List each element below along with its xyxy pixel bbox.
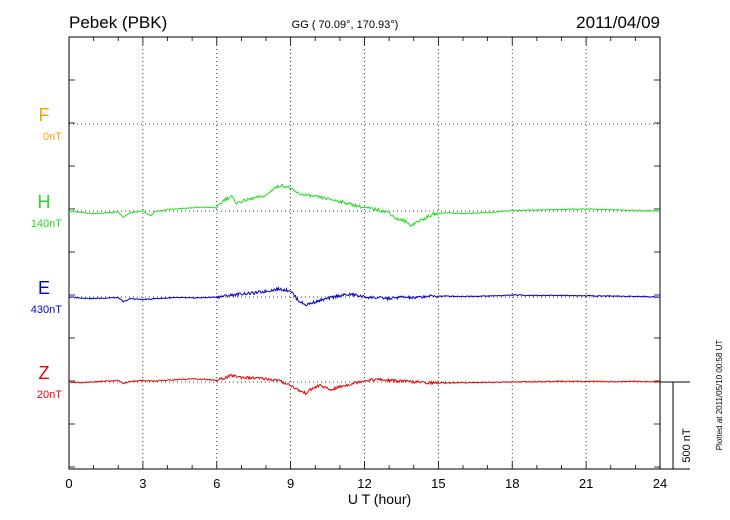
x-tick-label: 6 — [213, 476, 220, 491]
x-tick-label: 21 — [579, 476, 593, 491]
coordinates-label: GG ( 70.09°, 170.93°) — [292, 19, 399, 31]
x-tick-label: 24 — [653, 476, 667, 491]
series-name-f: F — [39, 105, 50, 125]
x-axis-label: U T (hour) — [348, 491, 411, 507]
x-tick-label: 3 — [139, 476, 146, 491]
series-baseline-f: 0nT — [43, 131, 62, 143]
x-tick-label: 15 — [431, 476, 445, 491]
x-tick-label: 9 — [287, 476, 294, 491]
station-title: Pebek (PBK) — [69, 13, 167, 32]
date-label: 2011/04/09 — [576, 13, 660, 32]
series-name-z: Z — [39, 363, 50, 383]
series-baseline-h: 140nT — [31, 218, 62, 230]
scale-bar-label: 500 nT — [681, 428, 693, 463]
plotted-note: Plotted at 2011/05/10 00:58 UT — [715, 340, 724, 451]
series-baseline-e: 430nT — [31, 304, 62, 316]
series-baseline-z: 20nT — [37, 389, 62, 401]
x-tick-label: 12 — [357, 476, 371, 491]
trace-z — [68, 373, 660, 396]
trace-h — [69, 183, 661, 227]
x-tick-label: 18 — [505, 476, 519, 491]
trace-e — [68, 286, 661, 307]
x-tick-label: 0 — [65, 476, 72, 491]
series-name-e: E — [38, 278, 50, 298]
series-name-h: H — [38, 192, 51, 212]
